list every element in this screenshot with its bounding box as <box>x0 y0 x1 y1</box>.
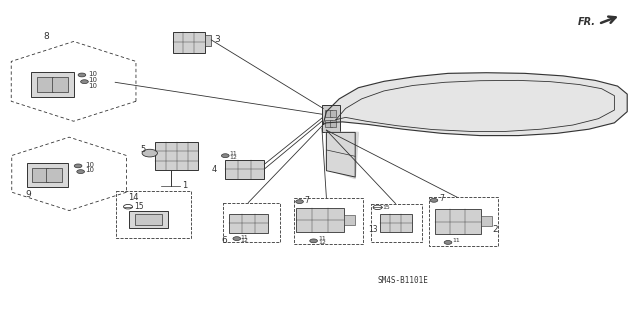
Bar <box>435 209 481 234</box>
Text: 2: 2 <box>493 225 499 234</box>
Text: 4: 4 <box>211 165 216 174</box>
Bar <box>155 142 198 170</box>
Text: 1: 1 <box>182 182 188 190</box>
Bar <box>52 77 68 92</box>
Text: 10: 10 <box>88 78 97 83</box>
Polygon shape <box>326 132 358 179</box>
Text: 11: 11 <box>229 151 237 156</box>
Text: 8: 8 <box>44 32 49 41</box>
Bar <box>173 32 205 53</box>
Bar <box>37 77 53 92</box>
Bar <box>344 215 355 225</box>
Bar <box>322 105 340 132</box>
Text: 7: 7 <box>305 196 310 204</box>
Text: 5: 5 <box>141 145 146 154</box>
Text: 12: 12 <box>241 238 248 243</box>
Text: 12: 12 <box>229 155 237 160</box>
Bar <box>116 191 191 238</box>
Circle shape <box>233 237 241 241</box>
Text: 3: 3 <box>214 35 220 44</box>
Bar <box>33 168 48 182</box>
Bar <box>325 120 332 127</box>
Bar <box>330 120 336 127</box>
Bar <box>229 214 268 233</box>
Circle shape <box>296 200 303 204</box>
Text: 15: 15 <box>383 205 390 210</box>
Text: 11: 11 <box>318 236 326 241</box>
Text: FR.: FR. <box>578 17 596 27</box>
Bar <box>325 110 332 117</box>
Bar <box>481 216 492 226</box>
Bar <box>429 197 498 246</box>
Bar <box>205 35 211 46</box>
Text: 15: 15 <box>134 202 144 211</box>
Text: 10: 10 <box>88 83 97 89</box>
Text: 6: 6 <box>221 236 227 245</box>
Polygon shape <box>323 73 627 136</box>
Bar <box>47 168 62 182</box>
Bar <box>129 211 168 228</box>
Circle shape <box>444 241 452 244</box>
Circle shape <box>221 154 229 158</box>
Circle shape <box>81 80 88 84</box>
Bar <box>26 163 68 187</box>
Text: 7: 7 <box>439 194 444 203</box>
Text: 13: 13 <box>369 225 378 234</box>
Bar <box>380 214 412 232</box>
Bar <box>225 160 264 179</box>
Circle shape <box>74 164 82 168</box>
Bar <box>296 208 344 232</box>
Text: SM4S-B1101E: SM4S-B1101E <box>378 276 428 285</box>
Circle shape <box>142 149 157 157</box>
Text: 11: 11 <box>241 234 248 240</box>
Text: 10: 10 <box>85 162 94 167</box>
Bar <box>330 110 336 117</box>
Circle shape <box>77 170 84 174</box>
Circle shape <box>430 198 438 202</box>
Bar <box>223 203 280 242</box>
Text: 11: 11 <box>452 238 460 243</box>
Circle shape <box>310 239 317 243</box>
Circle shape <box>78 73 86 77</box>
Text: 10: 10 <box>85 167 94 173</box>
Bar <box>31 72 74 97</box>
Bar <box>135 214 162 225</box>
Bar <box>294 198 363 244</box>
Text: 14: 14 <box>128 193 138 202</box>
Bar <box>371 204 422 242</box>
Text: 9: 9 <box>26 190 31 199</box>
Text: 12: 12 <box>318 240 326 245</box>
Text: 10: 10 <box>88 71 97 77</box>
